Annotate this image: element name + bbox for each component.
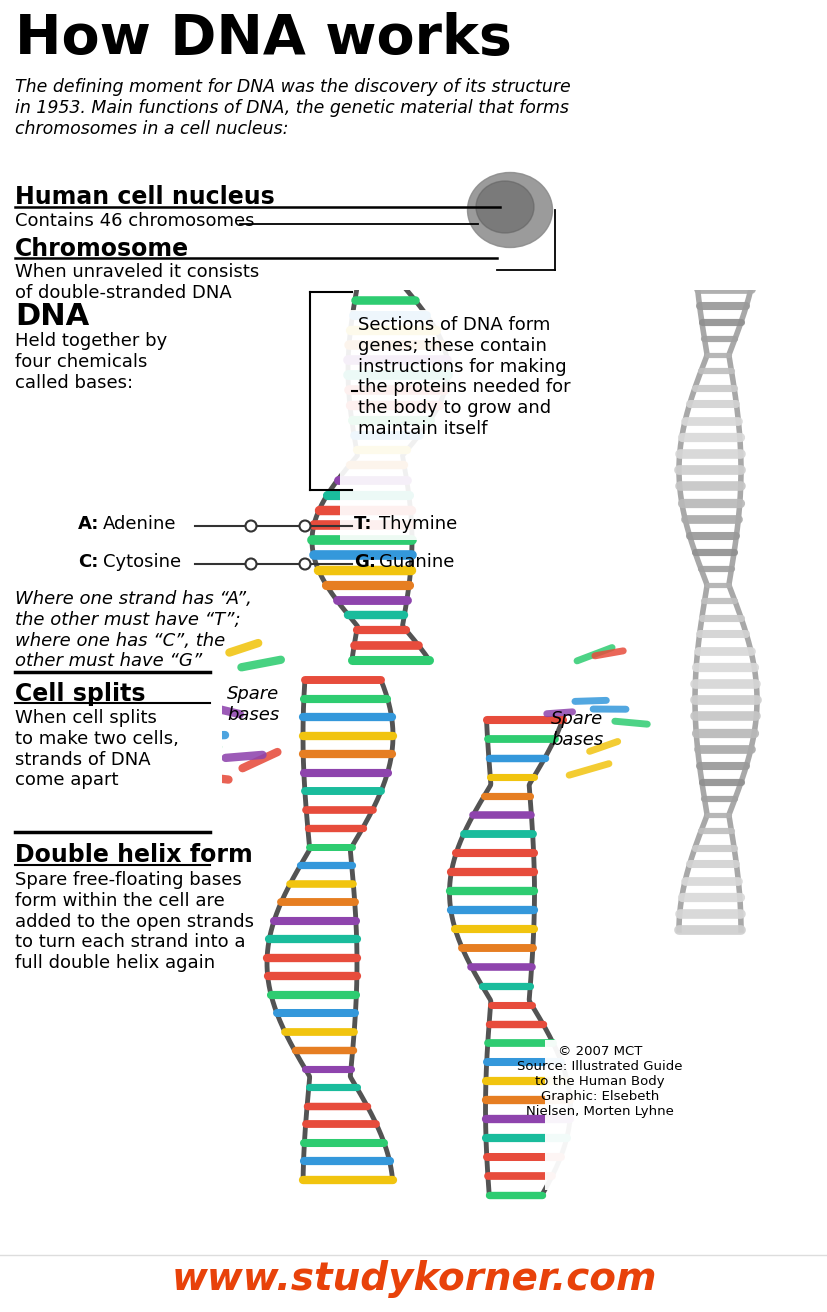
Text: C:: C: (78, 552, 98, 571)
Circle shape (299, 559, 310, 569)
Bar (0, 1256, 827, 1312)
Circle shape (245, 559, 256, 569)
Ellipse shape (467, 172, 552, 248)
Text: Held together by
four chemicals
called bases:: Held together by four chemicals called b… (15, 332, 167, 391)
Bar (0, 0, 827, 290)
Text: Thymine: Thymine (379, 516, 457, 533)
Text: DNA: DNA (15, 302, 89, 331)
Text: Double helix form: Double helix form (15, 844, 252, 867)
Circle shape (245, 521, 256, 531)
Circle shape (299, 521, 310, 531)
Text: How DNA works: How DNA works (15, 12, 511, 66)
Text: Spare free-floating bases
form within the cell are
added to the open strands
to : Spare free-floating bases form within th… (15, 871, 254, 972)
Text: When cell splits
to make two cells,
strands of DNA
come apart: When cell splits to make two cells, stra… (15, 708, 179, 790)
Text: G:: G: (354, 552, 375, 571)
Text: Adenine: Adenine (103, 516, 176, 533)
Text: Guanine: Guanine (379, 552, 454, 571)
Text: Human cell nucleus: Human cell nucleus (15, 185, 275, 209)
Text: The defining moment for DNA was the discovery of its structure
in 1953. Main fun: The defining moment for DNA was the disc… (15, 77, 570, 138)
Text: When unraveled it consists
of double-stranded DNA: When unraveled it consists of double-str… (15, 262, 259, 302)
Bar (0, 0, 222, 1258)
Text: Sections of DNA form
genes; these contain
instructions for making
the proteins n: Sections of DNA form genes; these contai… (357, 316, 570, 438)
Text: A:: A: (78, 516, 99, 533)
Bar (544, 1040, 814, 1190)
Text: Contains 46 chromosomes: Contains 46 chromosomes (15, 213, 254, 230)
Text: Cytosine: Cytosine (103, 552, 181, 571)
Text: Chromosome: Chromosome (15, 237, 189, 261)
Text: Where one strand has “A”,
the other must have “T”;
where one has “C”, the
other : Where one strand has “A”, the other must… (15, 590, 251, 670)
Text: Spare
bases: Spare bases (550, 710, 602, 749)
Text: © 2007 MCT
Source: Illustrated Guide
to the Human Body
Graphic: Elsebeth
Nielsen: © 2007 MCT Source: Illustrated Guide to … (517, 1044, 682, 1118)
Bar (340, 310, 649, 541)
Text: T:: T: (354, 516, 372, 533)
Text: Spare
bases: Spare bases (227, 685, 279, 724)
Text: www.studykorner.com: www.studykorner.com (171, 1260, 656, 1298)
Ellipse shape (476, 181, 533, 234)
Text: Cell splits: Cell splits (15, 682, 146, 706)
